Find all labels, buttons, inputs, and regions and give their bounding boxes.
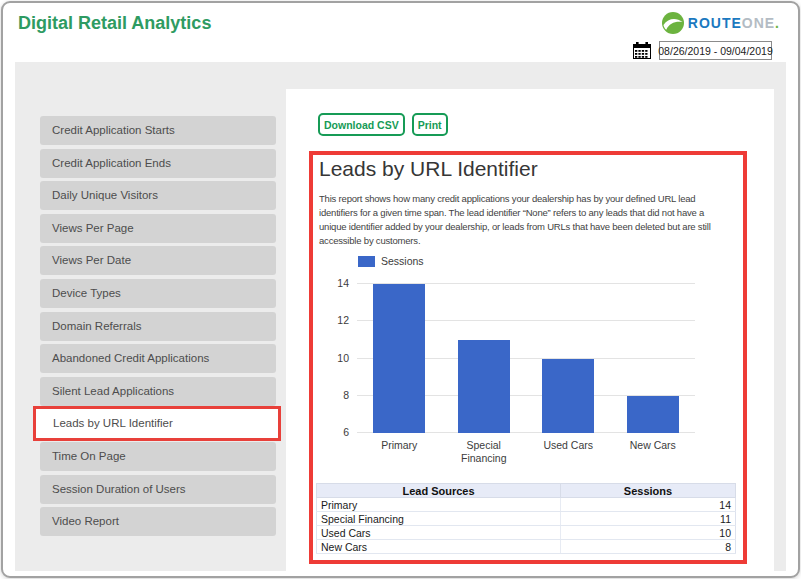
toolbar: Download CSV Print — [318, 113, 448, 136]
routeone-logo-icon — [662, 12, 684, 34]
legend-label: Sessions — [381, 255, 424, 267]
y-tick-label: 10 — [321, 352, 349, 364]
chart-bars — [357, 284, 695, 433]
report-description-line: This report shows how many credit applic… — [319, 192, 711, 206]
bar-slot — [526, 284, 611, 433]
sidebar: Credit Application Starts Credit Applicat… — [40, 116, 276, 540]
bar-new-cars — [627, 396, 679, 433]
chart-y-axis: 68101214 — [321, 284, 349, 433]
sidebar-item[interactable]: Views Per Page — [40, 214, 276, 243]
x-tick-label: Special Financing — [442, 439, 527, 465]
content-panel: Credit Application Starts Credit Applicat… — [15, 62, 786, 571]
report-description-line: identifiers for a given time span. The l… — [319, 206, 711, 220]
date-range-input[interactable]: 08/26/2019 - 09/04/2019 — [659, 41, 772, 60]
y-tick-label: 8 — [321, 389, 349, 401]
lead-source-cell: New Cars — [317, 540, 561, 554]
sidebar-item[interactable]: Daily Unique Visitors — [40, 181, 276, 210]
bar-special-financing — [458, 340, 510, 433]
sidebar-item[interactable]: Credit Application Starts — [40, 116, 276, 145]
main-content: Download CSV Print Leads by URL Identifi… — [286, 89, 774, 571]
sidebar-item[interactable]: Session Duration of Users — [40, 475, 276, 504]
sidebar-item[interactable]: Device Types — [40, 279, 276, 308]
routeone-logo: ROUTEONE. — [662, 12, 779, 34]
app-window: Digital Retail Analytics ROUTEONE. 08/26… — [1, 1, 800, 578]
report-description-line: accessible by customers. — [319, 234, 711, 248]
y-tick-label: 6 — [321, 426, 349, 438]
sidebar-item[interactable]: Video Report — [40, 507, 276, 536]
chart-legend: Sessions — [358, 255, 424, 267]
x-tick-label: Primary — [357, 439, 442, 465]
sessions-cell: 14 — [561, 498, 736, 512]
sidebar-item[interactable]: Leads by URL Identifier — [33, 406, 281, 441]
table-header-sessions: Sessions — [561, 484, 736, 498]
bar-used-cars — [542, 359, 594, 434]
date-range-row: 08/26/2019 - 09/04/2019 — [633, 41, 772, 60]
sidebar-item[interactable]: Time On Page — [40, 442, 276, 471]
sidebar-item[interactable]: Abandoned Credit Applications — [40, 344, 276, 373]
logo-text-one: ONE — [742, 15, 775, 31]
lead-sources-table: Lead Sources Sessions Primary14Special F… — [316, 483, 736, 554]
x-tick-label: New Cars — [611, 439, 696, 465]
chart-x-axis: PrimarySpecial FinancingUsed CarsNew Car… — [357, 439, 695, 465]
logo-dot: . — [775, 15, 779, 31]
logo-text-route: ROUTE — [688, 15, 742, 31]
report-highlight-box: Leads by URL Identifier This report show… — [309, 151, 747, 564]
table-row: Special Financing11 — [317, 512, 736, 526]
legend-swatch — [358, 256, 375, 267]
table-body: Primary14Special Financing11Used Cars10N… — [317, 498, 736, 554]
sessions-cell: 8 — [561, 540, 736, 554]
bar-slot — [611, 284, 696, 433]
table-row: Used Cars10 — [317, 526, 736, 540]
print-button[interactable]: Print — [412, 113, 448, 136]
y-tick-label: 14 — [321, 277, 349, 289]
bar-slot — [442, 284, 527, 433]
bar-primary — [373, 284, 425, 433]
y-tick-label: 12 — [321, 314, 349, 326]
lead-source-cell: Special Financing — [317, 512, 561, 526]
x-tick-label: Used Cars — [526, 439, 611, 465]
sidebar-item[interactable]: Credit Application Ends — [40, 149, 276, 178]
sidebar-item[interactable]: Silent Lead Applications — [40, 377, 276, 406]
table-row: New Cars8 — [317, 540, 736, 554]
lead-source-cell: Used Cars — [317, 526, 561, 540]
page-title: Digital Retail Analytics — [18, 13, 211, 34]
bar-slot — [357, 284, 442, 433]
sessions-cell: 10 — [561, 526, 736, 540]
chart-plot-area — [357, 284, 695, 433]
lead-source-cell: Primary — [317, 498, 561, 512]
sidebar-item[interactable]: Views Per Date — [40, 246, 276, 275]
table-row: Primary14 — [317, 498, 736, 512]
report-description: This report shows how many credit applic… — [319, 192, 711, 248]
report-title: Leads by URL Identifier — [319, 157, 538, 181]
download-csv-button[interactable]: Download CSV — [318, 113, 405, 136]
sessions-cell: 11 — [561, 512, 736, 526]
calendar-icon[interactable] — [633, 42, 651, 59]
table-header-lead-sources: Lead Sources — [317, 484, 561, 498]
sidebar-item[interactable]: Domain Referrals — [40, 312, 276, 341]
report-description-line: unique identifier added by your dealersh… — [319, 220, 711, 234]
